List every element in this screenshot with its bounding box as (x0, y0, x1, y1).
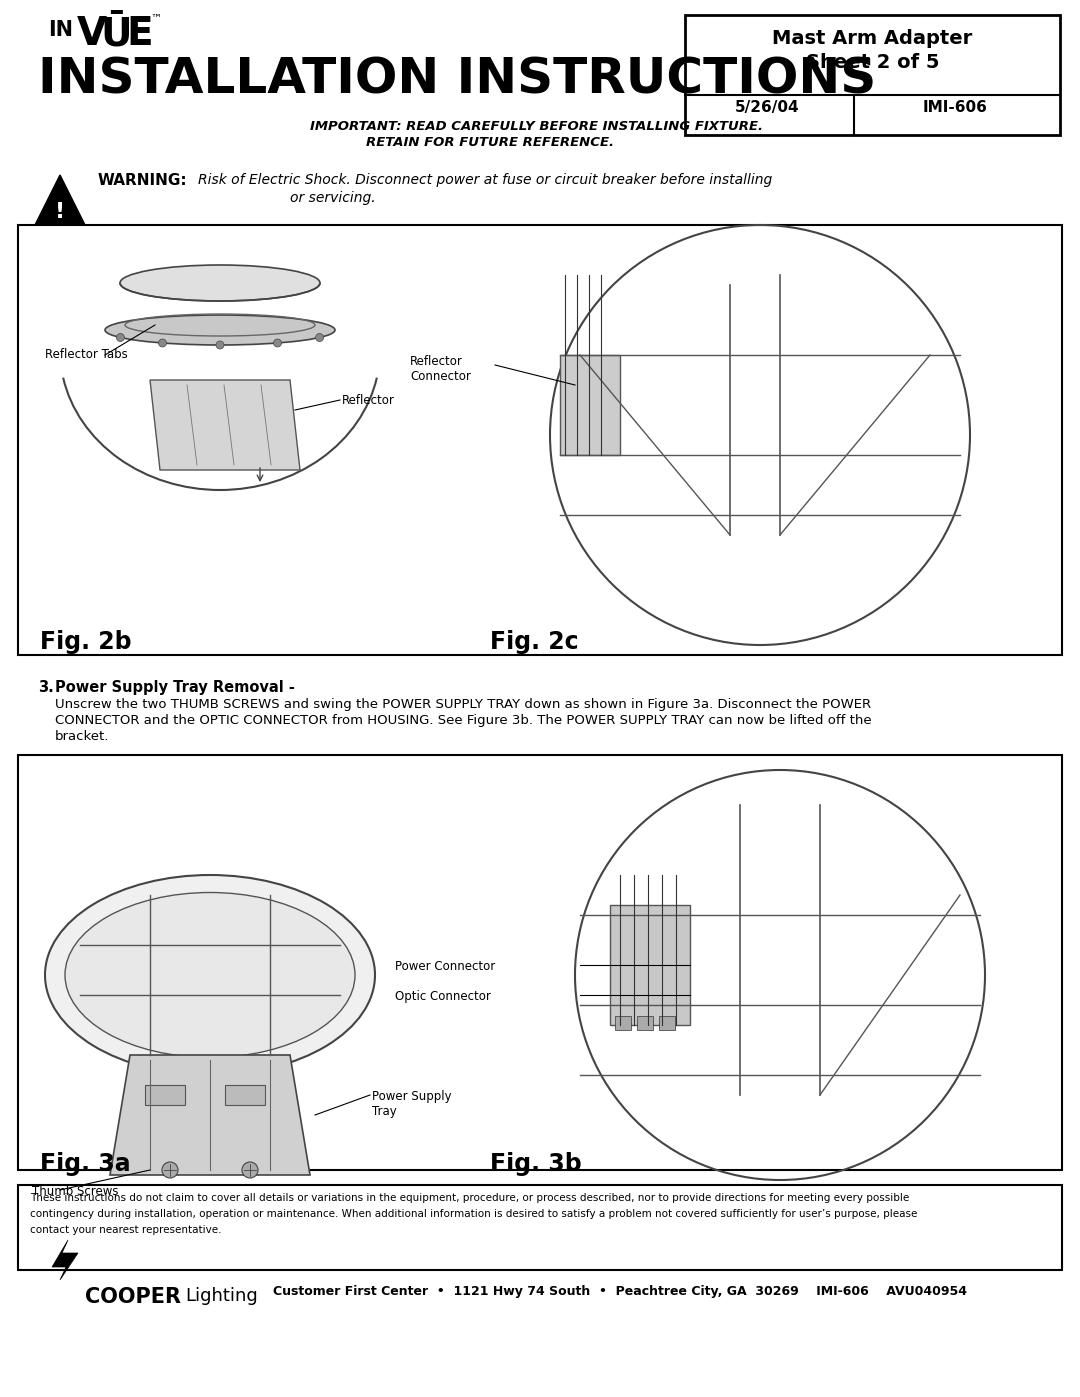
Bar (615, 1016, 631, 1030)
Polygon shape (35, 175, 85, 225)
Text: IMPORTANT: READ CAREFULLY BEFORE INSTALLING FIXTURE.: IMPORTANT: READ CAREFULLY BEFORE INSTALL… (310, 120, 762, 133)
Polygon shape (52, 1241, 78, 1280)
Text: WARNING:: WARNING: (98, 173, 188, 189)
Polygon shape (150, 380, 300, 469)
Text: ™: ™ (150, 14, 161, 24)
Text: 3.: 3. (38, 680, 54, 694)
Bar (685, 15, 1059, 136)
Circle shape (242, 1162, 258, 1178)
Ellipse shape (120, 265, 320, 300)
Text: INSTALLATION INSTRUCTIONS: INSTALLATION INSTRUCTIONS (38, 54, 876, 103)
Text: COOPER: COOPER (85, 1287, 181, 1308)
Text: Mast Arm Adapter: Mast Arm Adapter (772, 29, 973, 47)
Text: Reflector
Connector: Reflector Connector (410, 355, 471, 383)
Text: Ū: Ū (100, 15, 132, 53)
Bar (145, 1085, 185, 1105)
Circle shape (273, 339, 282, 346)
Text: V: V (77, 15, 107, 53)
Text: Fig. 2c: Fig. 2c (490, 630, 579, 654)
Text: Customer First Center  •  1121 Hwy 74 South  •  Peachtree City, GA  30269    IMI: Customer First Center • 1121 Hwy 74 Sout… (273, 1285, 967, 1298)
Text: bracket.: bracket. (55, 731, 109, 743)
Text: 5/26/04: 5/26/04 (735, 101, 800, 115)
Text: IMI-606: IMI-606 (922, 101, 987, 115)
Text: IN: IN (48, 20, 73, 41)
Bar (637, 1016, 653, 1030)
Text: Risk of Electric Shock. Disconnect power at fuse or circuit breaker before insta: Risk of Electric Shock. Disconnect power… (198, 173, 772, 187)
Text: Reflector: Reflector (342, 394, 395, 407)
Text: Optic Connector: Optic Connector (395, 990, 491, 1003)
Ellipse shape (105, 314, 335, 345)
Polygon shape (110, 1055, 310, 1175)
Text: Reflector Tabs: Reflector Tabs (45, 348, 127, 360)
Text: or servicing.: or servicing. (291, 191, 376, 205)
Text: Power Connector: Power Connector (395, 960, 496, 972)
Ellipse shape (45, 875, 375, 1076)
Text: CONNECTOR and the OPTIC CONNECTOR from HOUSING. See Figure 3b. The POWER SUPPLY : CONNECTOR and the OPTIC CONNECTOR from H… (55, 714, 872, 726)
Bar (18, 225, 1062, 655)
Circle shape (216, 341, 224, 349)
Bar (225, 1085, 265, 1105)
Bar (610, 905, 690, 1025)
Text: !: ! (55, 203, 65, 222)
Text: Fig. 3b: Fig. 3b (490, 1153, 582, 1176)
Text: Fig. 2b: Fig. 2b (40, 630, 132, 654)
Bar (18, 1185, 1062, 1270)
Text: RETAIN FOR FUTURE REFERENCE.: RETAIN FOR FUTURE REFERENCE. (366, 136, 615, 149)
Text: E: E (126, 15, 152, 53)
Text: Fig. 3a: Fig. 3a (40, 1153, 131, 1176)
Text: contingency during installation, operation or maintenance. When additional infor: contingency during installation, operati… (30, 1208, 917, 1220)
Text: Power Supply Tray Removal -: Power Supply Tray Removal - (55, 680, 295, 694)
Text: Unscrew the two THUMB SCREWS and swing the POWER SUPPLY TRAY down as shown in Fi: Unscrew the two THUMB SCREWS and swing t… (55, 698, 872, 711)
Text: These instructions do not claim to cover all details or variations in the equipm: These instructions do not claim to cover… (30, 1193, 909, 1203)
Circle shape (117, 334, 124, 341)
Circle shape (159, 339, 166, 346)
Text: contact your nearest representative.: contact your nearest representative. (30, 1225, 221, 1235)
Text: Lighting: Lighting (185, 1287, 258, 1305)
Text: Power Supply
Tray: Power Supply Tray (372, 1090, 451, 1118)
Bar (659, 1016, 675, 1030)
Circle shape (162, 1162, 178, 1178)
Text: Sheet 2 of 5: Sheet 2 of 5 (806, 53, 940, 73)
Circle shape (315, 334, 324, 341)
Ellipse shape (65, 893, 355, 1058)
Bar (18, 754, 1062, 1171)
Bar (561, 355, 620, 455)
Text: Thumb Screws: Thumb Screws (32, 1185, 119, 1199)
